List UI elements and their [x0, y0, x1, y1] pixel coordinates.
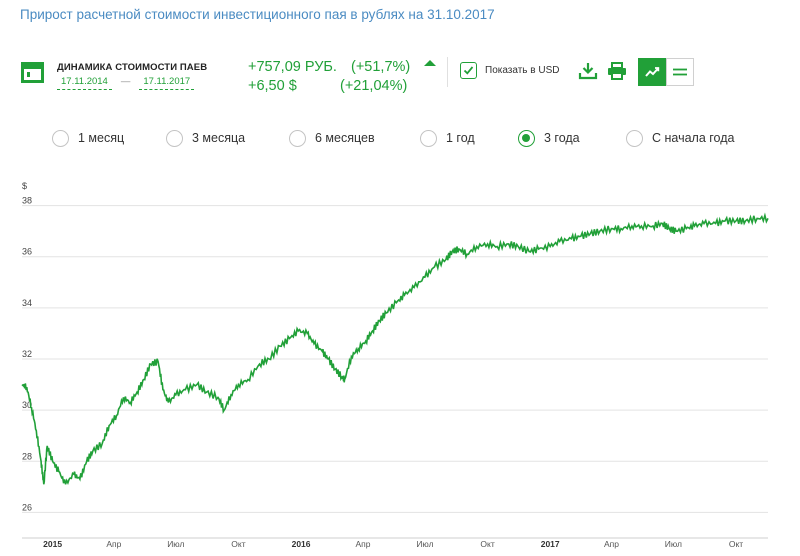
period-label: 6 месяцев — [315, 131, 375, 145]
x-tick-label: Апр — [356, 539, 371, 549]
x-tick-label: 2015 — [43, 539, 62, 549]
change-rub-abs: +757,09 РУБ. — [248, 59, 337, 75]
y-tick-label: 32 — [22, 349, 32, 359]
fund-icon — [21, 62, 44, 83]
date-from-link[interactable]: 17.11.2014 — [57, 76, 112, 90]
growth-arrow-icon — [424, 60, 436, 66]
y-tick-label: 34 — [22, 298, 32, 308]
download-icon[interactable] — [578, 62, 598, 80]
x-tick-label: Окт — [480, 539, 494, 549]
radio-icon — [626, 129, 643, 147]
checkmark-icon — [463, 66, 474, 75]
show-usd-checkbox[interactable] — [460, 62, 477, 79]
date-range: 17.11.2014 — 17.11.2017 — [57, 76, 195, 90]
radio-icon — [52, 129, 69, 147]
table-view-button[interactable] — [666, 58, 694, 86]
y-tick-label: 36 — [22, 247, 32, 257]
period-label: 3 месяца — [192, 131, 246, 145]
page-title: Прирост расчетной стоимости инвестиционн… — [20, 7, 495, 22]
period-option-1-month[interactable]: 1 месяц — [52, 128, 124, 148]
period-option-ytd[interactable]: С начала года — [626, 128, 734, 148]
date-separator: — — [120, 76, 131, 87]
date-to-link[interactable]: 17.11.2017 — [139, 76, 195, 90]
x-tick-label: Апр — [604, 539, 619, 549]
chart-grid — [22, 205, 768, 513]
change-rub-pct: (+51,7%) — [351, 59, 411, 75]
price-line[interactable] — [21, 212, 769, 485]
x-tick-label: Окт — [729, 539, 743, 549]
y-tick-label: 38 — [22, 196, 32, 206]
radio-selected-icon — [518, 129, 535, 147]
y-axis-label: $ — [22, 181, 27, 191]
period-label: 3 года — [544, 131, 580, 145]
y-tick-label: 26 — [22, 502, 32, 512]
price-chart[interactable]: 26 28 30 32 34 36 38 2015 Апр Июл Окт 2016 Апр Июл Ок… — [0, 170, 800, 556]
period-option-3-years[interactable]: 3 года — [518, 128, 580, 148]
period-option-3-months[interactable]: 3 месяца — [166, 128, 245, 148]
period-selector: 1 месяц 3 месяца 6 месяцев 1 год 3 года … — [0, 128, 800, 148]
y-tick-label: 28 — [22, 451, 32, 461]
chart-view-button[interactable] — [638, 58, 666, 86]
x-tick-label: Июл — [416, 539, 433, 549]
x-tick-label: Апр — [106, 539, 121, 549]
table-view-icon — [673, 68, 687, 76]
toolbar-divider — [447, 57, 448, 87]
y-tick-label: 30 — [22, 400, 32, 410]
period-label: С начала года — [652, 131, 735, 145]
x-tick-label: Окт — [231, 539, 245, 549]
x-axis: 2015 Апр Июл Окт 2016 Апр Июл Окт 2017 Апр Июл Окт — [43, 539, 743, 549]
period-option-6-months[interactable]: 6 месяцев — [289, 128, 375, 148]
radio-icon — [420, 129, 437, 147]
change-usd-pct: (+21,04%) — [340, 78, 408, 94]
period-label: 1 месяц — [78, 131, 125, 145]
line-chart-icon — [645, 67, 660, 77]
x-tick-label: 2017 — [541, 539, 560, 549]
change-usd-abs: +6,50 $ — [248, 78, 297, 94]
print-icon[interactable] — [607, 62, 627, 80]
x-tick-label: Июл — [665, 539, 682, 549]
period-option-1-year[interactable]: 1 год — [420, 128, 475, 148]
x-tick-label: 2016 — [292, 539, 311, 549]
y-axis: 26 28 30 32 34 36 38 — [22, 196, 32, 513]
show-usd-label[interactable]: Показать в USD — [485, 65, 560, 76]
radio-icon — [289, 129, 306, 147]
dynamics-title: ДИНАМИКА СТОИМОСТИ ПАЕВ — [57, 62, 208, 73]
radio-icon — [166, 129, 183, 147]
period-label: 1 год — [446, 131, 475, 145]
x-tick-label: Июл — [167, 539, 184, 549]
